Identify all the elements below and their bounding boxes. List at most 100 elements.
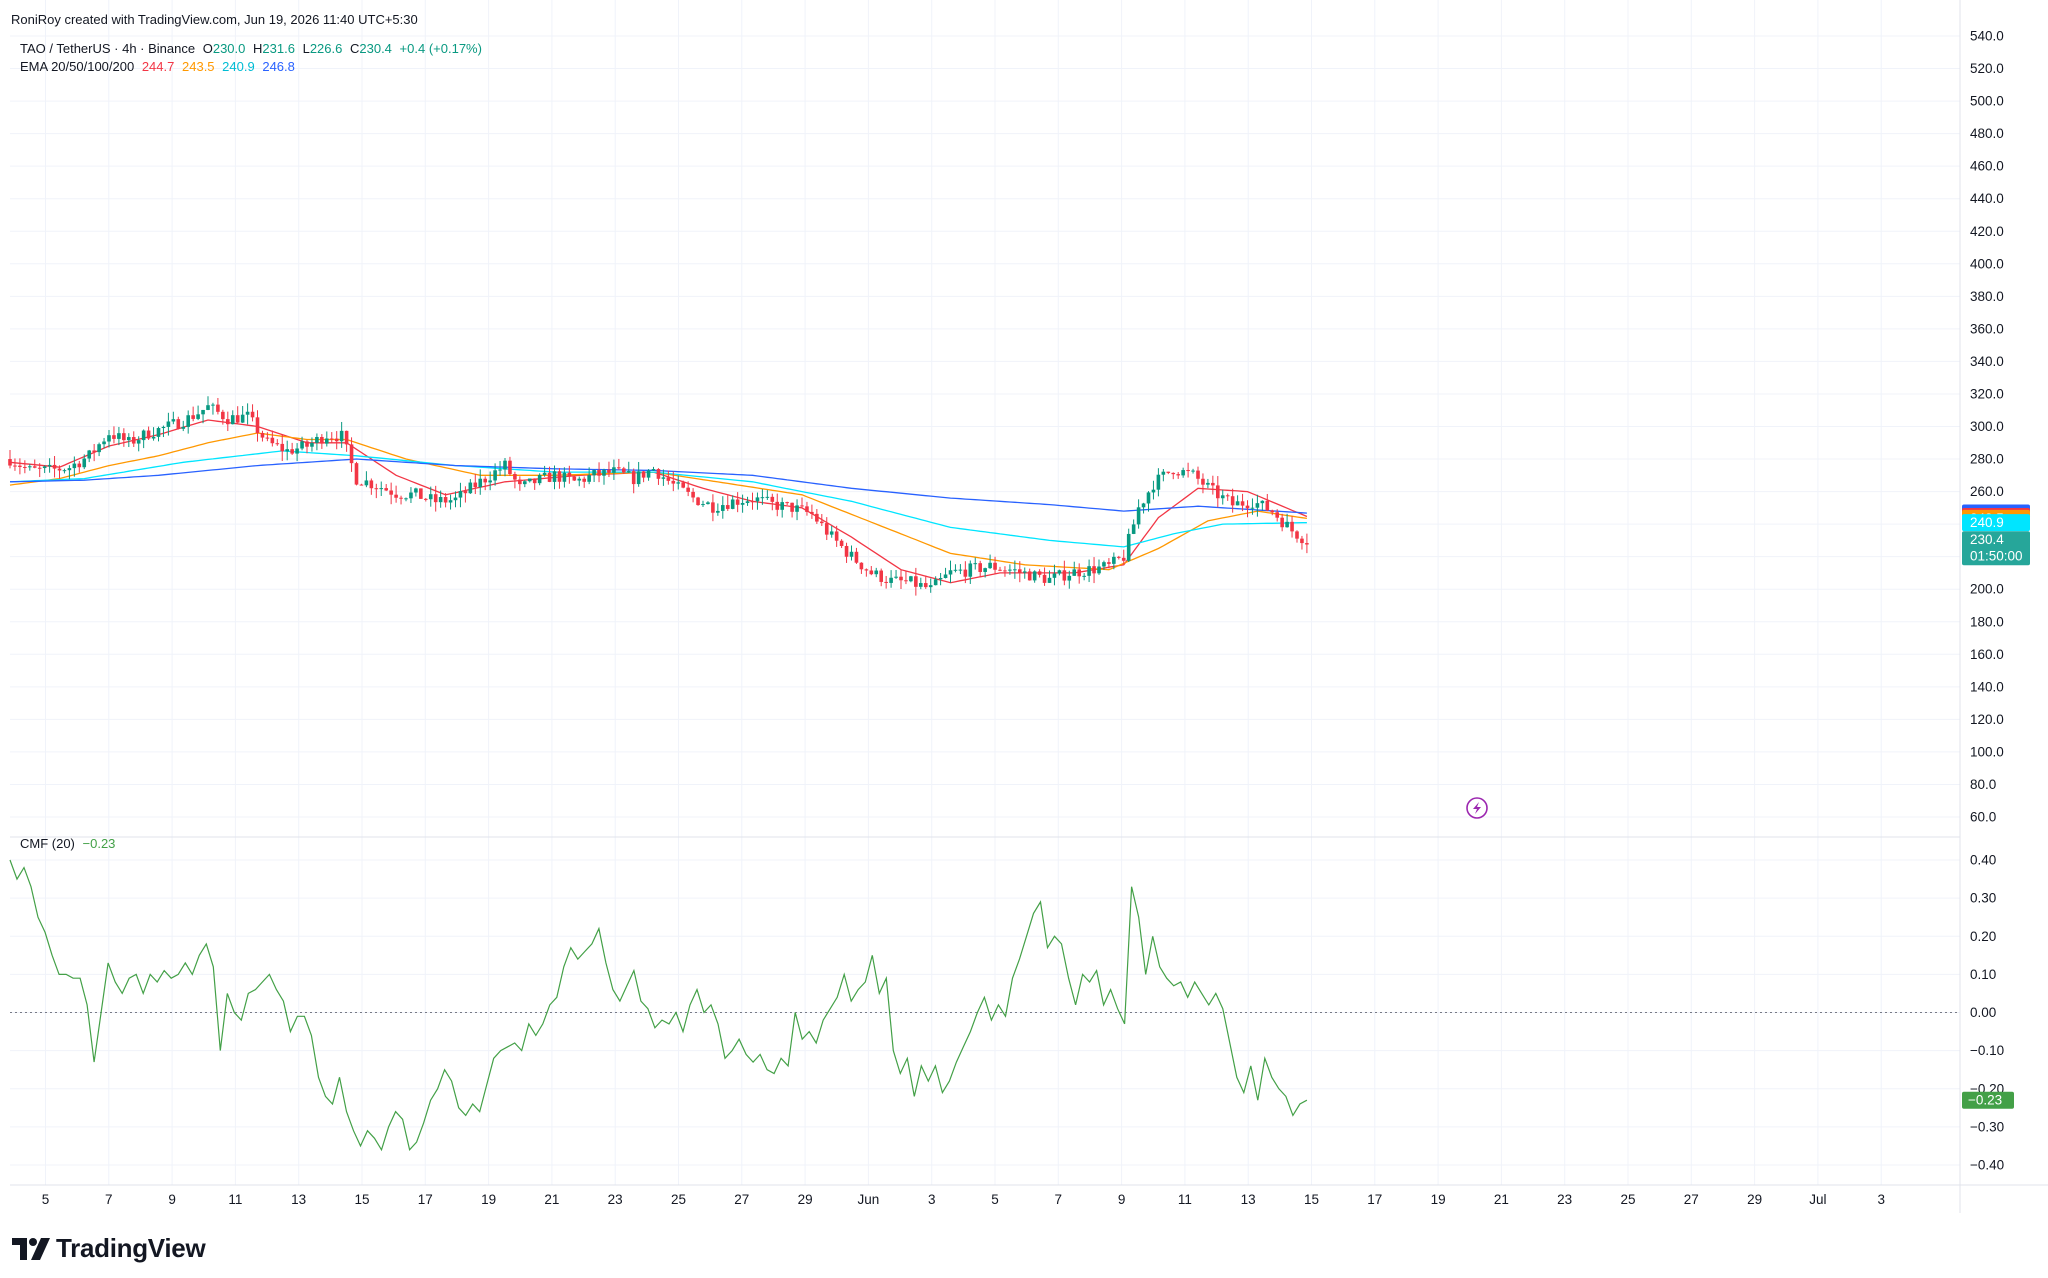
candle-body xyxy=(122,433,126,441)
candle-body xyxy=(557,471,562,482)
time-tick-label: 13 xyxy=(291,1192,306,1207)
candle-body xyxy=(666,477,671,481)
candle-body xyxy=(1126,533,1131,561)
candle-body xyxy=(681,482,685,488)
candle-body xyxy=(42,466,47,469)
ema-legend[interactable]: EMA 20/50/100/200 244.7 243.5 240.9 246.… xyxy=(20,59,295,74)
candle-body xyxy=(473,482,478,488)
candle-body xyxy=(988,562,992,569)
open-label: O xyxy=(202,41,213,56)
low-value: 226.6 xyxy=(309,41,343,56)
candle-body xyxy=(349,444,354,464)
cmf-label-text: −0.23 xyxy=(1968,1093,2002,1108)
candle-body xyxy=(1141,503,1146,508)
candle-body xyxy=(508,460,512,475)
candle-body xyxy=(592,470,596,476)
candle-body xyxy=(651,469,656,471)
candle-body xyxy=(453,497,458,501)
candle-body xyxy=(636,471,641,485)
candle-body xyxy=(953,569,958,571)
candle-body xyxy=(240,414,245,423)
candle-body xyxy=(488,480,492,483)
candle-body xyxy=(983,568,987,572)
candle-body xyxy=(325,438,329,444)
cmf-axis[interactable]: 0.400.300.200.100.00−0.10−0.20−0.30−0.40 xyxy=(1970,853,2004,1173)
cmf-legend[interactable]: CMF (20) −0.23 xyxy=(20,836,115,851)
candle-body xyxy=(785,502,789,504)
candle-body xyxy=(919,583,923,587)
candle-body xyxy=(973,563,978,565)
time-tick-label: 21 xyxy=(1494,1192,1509,1207)
price-tick-label: 100.0 xyxy=(1970,744,2004,759)
time-tick-label: 9 xyxy=(168,1192,176,1207)
candle-body xyxy=(334,438,339,442)
price-tick-label: 380.0 xyxy=(1970,289,2004,304)
candle-body xyxy=(795,505,799,512)
candle-body xyxy=(755,497,760,502)
candle-body xyxy=(414,488,418,493)
price-axis[interactable]: 540.0 520.0 500.0 480.0 460.0 440.0 420.0 400.0… xyxy=(1970,29,2004,825)
price-tick-label: 80.0 xyxy=(1970,777,1996,792)
candle-body xyxy=(725,505,730,509)
price-label-text: 240.9 xyxy=(1970,515,2004,530)
cmf-tick-label: 0.20 xyxy=(1970,929,1996,944)
cmf-series-line xyxy=(9,859,1308,1152)
candle-body xyxy=(260,433,265,438)
candle-body xyxy=(300,441,304,449)
candle-body xyxy=(552,471,557,482)
candle-body xyxy=(47,464,52,467)
candle-body xyxy=(339,430,344,442)
candle-body xyxy=(92,450,96,453)
candle-body xyxy=(1047,577,1052,583)
candle-body xyxy=(389,490,393,495)
lightning-bolt-icon[interactable] xyxy=(1466,797,1488,819)
symbol-legend[interactable]: TAO / TetherUS · 4h · Binance O230.0 H23… xyxy=(20,41,482,56)
candle-body xyxy=(374,488,379,490)
candle-body xyxy=(102,441,106,445)
candle-body xyxy=(1042,574,1047,583)
candle-body xyxy=(899,576,903,581)
candle-body xyxy=(211,404,215,406)
candle-body xyxy=(1072,569,1077,576)
candle-body xyxy=(849,551,854,557)
price-tick-label: 460.0 xyxy=(1970,159,2004,174)
candle-body xyxy=(107,435,111,442)
candle-body xyxy=(191,415,195,419)
candle-body xyxy=(1270,510,1275,513)
time-tick-label: 19 xyxy=(1431,1192,1446,1207)
candle-body xyxy=(1255,503,1260,508)
candle-body xyxy=(1013,569,1017,571)
time-tick-label: 5 xyxy=(42,1192,50,1207)
candle-body xyxy=(1018,569,1022,573)
cmf-tick-label: 0.00 xyxy=(1970,1005,1996,1020)
close-value: 230.4 xyxy=(359,41,392,56)
candle-body xyxy=(686,487,690,492)
candle-body xyxy=(483,478,487,483)
time-tick-label: 17 xyxy=(1367,1192,1382,1207)
candle-body xyxy=(770,496,775,502)
candle-body xyxy=(612,467,616,473)
candle-body xyxy=(622,468,626,473)
candle-body xyxy=(597,470,601,476)
price-label-bg xyxy=(1962,531,2030,566)
candle-body xyxy=(701,504,705,506)
price-tick-label: 360.0 xyxy=(1970,321,2004,336)
time-tick-label: 29 xyxy=(1747,1192,1762,1207)
candle-body xyxy=(28,466,32,468)
candle-body xyxy=(77,463,82,468)
candle-body xyxy=(998,569,1002,571)
time-axis[interactable]: 5 7 9 11 13 15 17 19 21 23 25 27 29 Jun 3 5 7 9 11 13 15 17 19… xyxy=(42,1192,1885,1207)
brand-logo[interactable]: TradingView xyxy=(12,1233,206,1264)
candle-body xyxy=(884,581,888,583)
candle-body xyxy=(706,502,710,505)
candle-body xyxy=(542,472,547,476)
candle-body xyxy=(146,430,151,439)
candle-body xyxy=(1280,517,1284,528)
candle-body xyxy=(399,497,403,499)
cmf-value: −0.23 xyxy=(82,836,116,851)
candle-body xyxy=(889,577,893,583)
candle-body xyxy=(255,417,260,434)
time-tick-label: 7 xyxy=(1055,1192,1063,1207)
